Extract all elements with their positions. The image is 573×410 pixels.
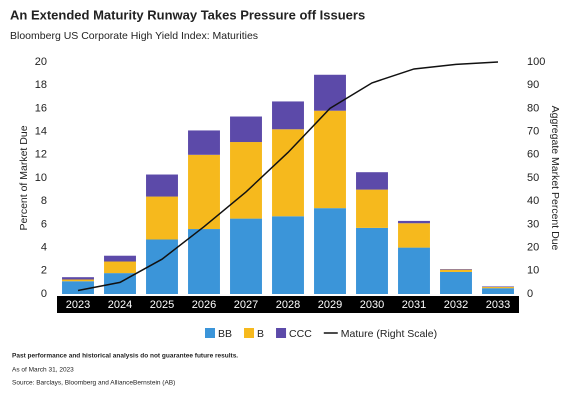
y2-tick-label: 80 [527,102,539,114]
y-tick-label: 0 [41,288,47,300]
y2-tick-label: 0 [527,288,533,300]
bar-segment [230,116,262,143]
bar-segment [482,288,514,294]
x-tick-label: 2024 [108,299,132,311]
x-tick-label: 2033 [486,299,510,311]
bar-segment [356,227,388,294]
y-tick-label: 12 [35,149,47,161]
chart-title: An Extended Maturity Runway Takes Pressu… [10,7,365,22]
y-tick-label: 16 [35,102,47,114]
x-tick-label: 2028 [276,299,300,311]
x-axis-band [57,296,519,313]
bar-segment [314,74,346,111]
bar-segment [482,287,514,289]
bar-segment [104,261,136,274]
bar-segment [440,271,472,294]
legend-label: BB [218,328,232,340]
date-note: As of March 31, 2023 [12,367,74,374]
y-tick-label: 4 [41,242,47,254]
legend-swatch [244,328,255,338]
bar-segment [146,239,178,294]
x-tick-label: 2027 [234,299,258,311]
bar-segment [272,129,304,217]
y2-tick-label: 40 [527,195,539,207]
mature-line [77,61,499,292]
chart-subtitle: Bloomberg US Corporate High Yield Index:… [10,30,258,42]
y2-tick-label: 10 [527,265,539,277]
disclaimer: Past performance and historical analysis… [12,353,238,360]
legend-label: B [257,328,264,340]
bar-segment [104,255,136,262]
bar-segment [398,247,430,294]
y2-tick-label: 30 [527,218,539,230]
bar-segment [356,172,388,190]
bar-segment [230,218,262,294]
bar-segment [356,189,388,228]
bar-segment [230,142,262,219]
bar-segment [62,281,94,294]
y2-axis-title: Aggregate Market Percent Due [549,106,561,251]
y2-tick-label: 100 [527,56,545,68]
bar-segment [62,279,94,282]
bar-segment [482,286,514,288]
x-tick-label: 2030 [360,299,384,311]
y2-tick-label: 90 [527,79,539,91]
x-tick-label: 2023 [66,299,90,311]
bar-segment [398,223,430,248]
y-tick-label: 10 [35,172,47,184]
y-tick-label: 2 [41,265,47,277]
y-tick-label: 8 [41,195,47,207]
y2-tick-label: 50 [527,172,539,184]
bar-segment [146,196,178,240]
y2-tick-label: 60 [527,149,539,161]
bar-segment [314,110,346,209]
y-tick-label: 6 [41,218,47,230]
bar-segment [188,229,220,294]
y2-tick-label: 20 [527,242,539,254]
x-tick-label: 2032 [444,299,468,311]
legend-swatch [205,328,215,338]
bar-segment [188,154,220,230]
bar-segment [62,277,94,280]
bar-segment [440,269,472,270]
y-axis-title: Percent of Market Due [18,125,30,230]
y-tick-label: 14 [35,126,47,138]
y2-tick-label: 70 [527,126,539,138]
y-tick-label: 18 [35,79,47,91]
bar-segment [398,220,430,224]
source-note: Source: Barclays, Bloomberg and Alliance… [12,380,175,387]
y-tick-label: 20 [35,56,47,68]
bar-segment [314,208,346,294]
bar-segment [272,101,304,130]
legend-label: CCC [289,328,312,340]
x-tick-label: 2026 [192,299,216,311]
bar-segment [188,130,220,155]
legend-swatch [276,328,287,338]
x-tick-label: 2031 [402,299,426,311]
bar-segment [272,216,304,294]
x-tick-label: 2029 [318,299,342,311]
bar-segment [146,174,178,197]
bar-segment [440,269,472,272]
x-tick-label: 2025 [150,299,174,311]
legend-label: Mature (Right Scale) [341,328,437,340]
